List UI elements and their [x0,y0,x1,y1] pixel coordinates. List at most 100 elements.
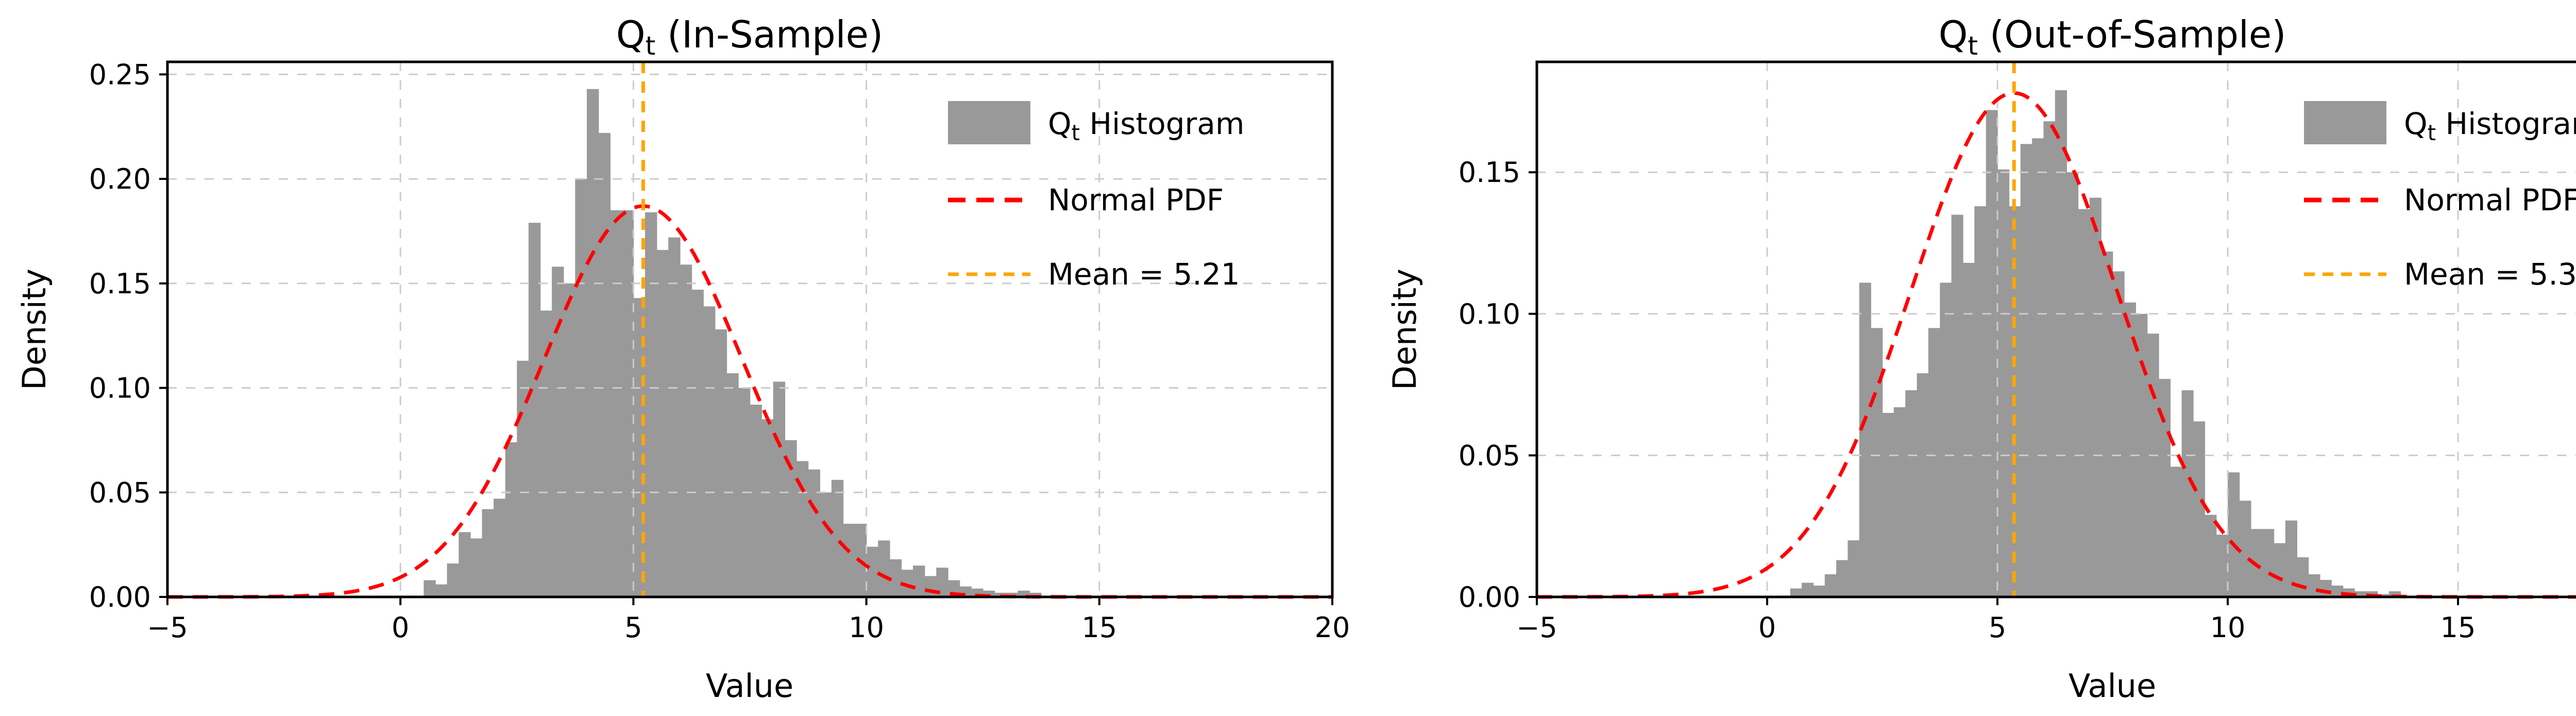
histogram-bar [610,210,622,597]
histogram-bar [1836,560,1849,597]
histogram-bar [866,546,878,597]
histogram-bar [435,584,448,597]
histogram-bar [482,509,494,597]
y-tick-label: 0.10 [89,372,151,405]
histogram-bar [2205,514,2217,597]
histogram-bar [691,290,704,597]
histogram-bar [1905,390,1918,597]
histogram-bar [470,538,483,597]
histogram-bar [2170,467,2182,597]
histogram-bar [2101,252,2113,597]
x-tick-label: 5 [1989,611,2006,644]
histogram-bar [1859,282,1871,597]
x-tick-label: −5 [1516,611,1557,644]
histogram-bar [2124,302,2136,597]
histogram-bar [459,532,471,597]
y-tick-label: 0.20 [89,163,151,195]
histogram-bar [1940,282,1952,597]
histogram-bar [878,540,890,597]
histogram-bar [1928,328,1940,597]
y-tick-label: 0.25 [89,58,151,91]
left-chart-legend: Qt Histogram Normal PDF Mean = 5.21 [948,101,1244,292]
histogram-bar [2319,580,2332,597]
histogram-bar [2055,90,2067,597]
histogram-bar [2193,421,2206,597]
histogram-bar [563,283,576,597]
histogram-bar [1986,110,1998,597]
right-legend-histogram-swatch [2304,101,2386,144]
x-tick-label: 20 [1315,611,1350,644]
histogram-bar [2377,594,2389,597]
y-tick-label: 0.15 [1459,156,1520,189]
histogram-bar [1871,328,1883,597]
histogram-bar [2239,501,2251,597]
histogram-bar [1893,407,1906,597]
histogram-bar [528,223,541,597]
x-tick-label: 10 [2210,611,2246,644]
x-tick-label: 5 [624,611,642,644]
histogram-bar [505,442,518,597]
histogram-bar [715,329,727,597]
histogram-bar [2388,591,2401,597]
histogram-bar [668,237,681,597]
right-legend-mean-label: Mean = 5.36 [2404,257,2576,292]
histogram-bar [494,498,506,597]
histogram-bar [703,306,716,597]
histogram-bar [820,492,832,597]
right-chart-spines [1535,60,2576,598]
right-chart-legend: Qt Histogram Normal PDF Mean = 5.36 [2304,101,2576,292]
histogram-bar [621,210,634,597]
histogram-bar [2331,586,2344,597]
right-chart-ticks [1529,171,2459,605]
y-tick-label: 0.10 [1459,298,1520,330]
histogram-bar [2136,313,2148,597]
histogram-bar [552,267,564,597]
left-chart-histogram-bars [423,89,1042,597]
histogram-bar [773,381,786,597]
histogram-bar [1917,373,1929,597]
left-legend-histogram-label: Qt Histogram [1048,106,1244,145]
left-chart-tick-labels: −5 0 5 10 15 20 0.00 0.05 0.10 0.15 0.20 0.25 [89,58,1350,644]
histogram-bar [1848,540,1860,597]
histogram-bar [808,469,820,597]
histogram-bar [796,461,809,597]
histogram-bar [2020,144,2032,597]
histogram-bar [785,440,797,597]
x-tick-label: −5 [147,611,188,644]
x-tick-label: 0 [1758,611,1776,644]
x-tick-label: 10 [849,611,884,644]
histogram-bar [761,419,774,597]
histogram-bar [936,568,948,597]
histogram-bar [2274,543,2286,597]
histogram-bar [2032,138,2044,597]
histogram-bar [1997,169,2010,597]
histogram-bar [1790,588,1802,597]
histogram-bar [1824,574,1837,597]
histogram-bar [540,310,552,597]
histogram-bar [656,249,669,597]
left-chart-spines [166,60,1334,598]
y-tick-label: 0.05 [89,476,151,509]
histogram-bar [2308,574,2320,597]
left-chart-ticks [159,73,1333,605]
y-tick-label: 0.00 [89,581,151,613]
histogram-bar [2354,591,2366,597]
y-tick-label: 0.00 [1459,581,1520,613]
x-tick-label: 15 [1081,611,1117,644]
right-chart-title: Qt (Out-of-Sample) [1939,13,2286,61]
histogram-bar [750,405,762,597]
histogram-bar [831,479,844,597]
histogram-bar [924,576,937,597]
histogram-bar [2112,271,2125,597]
y-tick-label: 0.15 [89,268,151,300]
histogram-bar [423,580,436,597]
left-chart-xlabel: Value [706,667,793,705]
histogram-bar [1882,413,1894,597]
left-legend-histogram-swatch [948,101,1030,144]
histogram-bar [2262,529,2275,597]
histogram-bar [1974,206,1987,597]
